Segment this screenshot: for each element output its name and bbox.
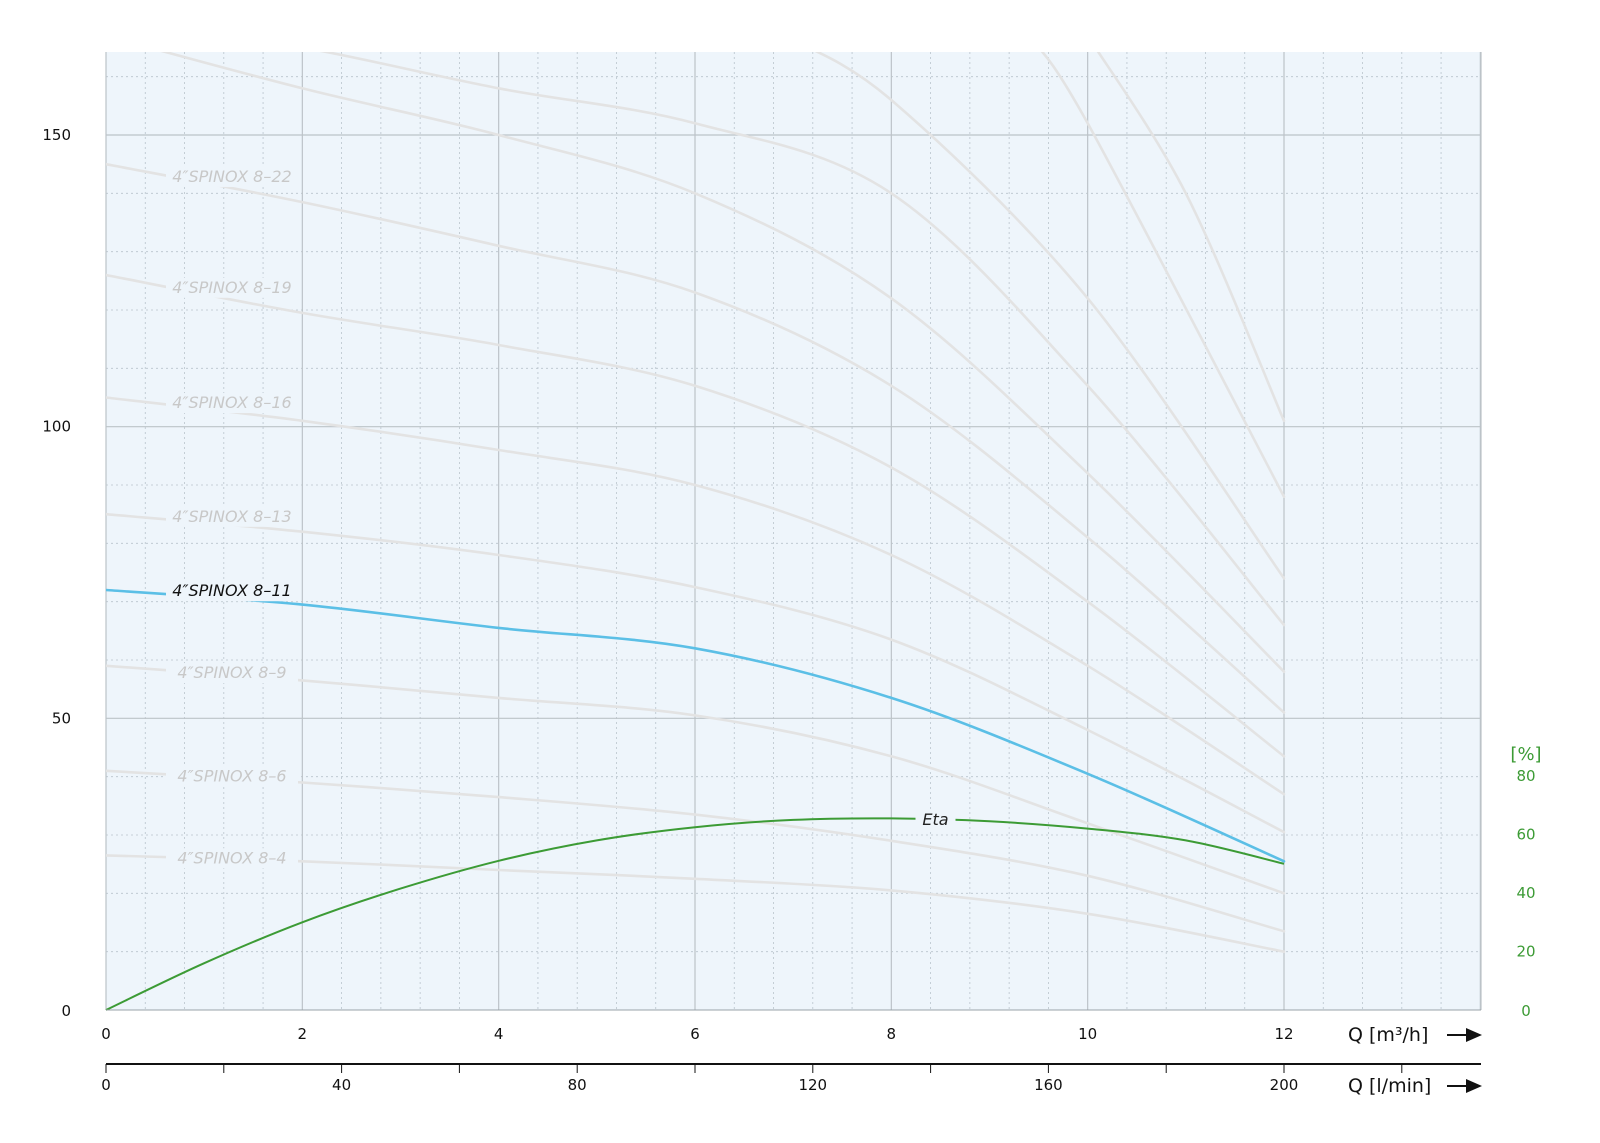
- curve-label: 4″SPINOX 8–6: [177, 767, 286, 786]
- efficiency-line: [105, 817, 1285, 1011]
- curve-label-gap: [166, 848, 298, 869]
- head-curve: [106, 664, 1286, 895]
- curve-label-gap: [166, 663, 298, 684]
- head-curve: [160, 52, 1286, 673]
- x-tick-label: 2: [298, 1025, 308, 1043]
- curve-label-gap: [166, 166, 298, 187]
- y-tick-label: 100: [42, 418, 71, 436]
- x2-tick-label: 40: [332, 1076, 351, 1094]
- head-curves: [106, 52, 1286, 953]
- x2-axis-title: Q [l/min]: [1348, 1075, 1431, 1097]
- head-curve: [106, 396, 1286, 796]
- head-curve-highlighted: [106, 588, 1286, 863]
- plot-area: [106, 52, 1481, 1010]
- efficiency-curve: Eta: [105, 808, 1285, 1011]
- head-curve: [1096, 52, 1286, 423]
- x2-axis-arrowhead-icon: [1466, 1079, 1482, 1093]
- curve-label-gap: [166, 581, 298, 602]
- y2-tick-label: 40: [1516, 884, 1535, 902]
- x-axis-title: Q [m³/h]: [1348, 1024, 1428, 1046]
- efficiency-label: Eta: [922, 810, 948, 829]
- curve-label: 4″SPINOX 8–11: [172, 581, 291, 600]
- x2-tick-label: 160: [1034, 1076, 1063, 1094]
- head-curve: [106, 273, 1286, 758]
- major-grid: [105, 52, 1482, 1010]
- y2-tick-label: 0: [1521, 1002, 1531, 1020]
- curve-label: 4″SPINOX 8–9: [177, 663, 286, 682]
- head-curve: [319, 52, 1286, 627]
- efficiency-label-gap: [915, 808, 956, 831]
- x2-tick-label: 200: [1270, 1076, 1299, 1094]
- head-curve: [106, 769, 1286, 933]
- y2-axis-unit: [%]: [1510, 744, 1541, 765]
- y-tick-label: 50: [52, 709, 71, 727]
- y-tick-label: 0: [61, 1002, 71, 1020]
- x-tick-label: 0: [101, 1025, 111, 1043]
- x2-tick-label: 80: [568, 1076, 587, 1094]
- x-tick-label: 8: [887, 1025, 897, 1043]
- x-tick-label: 4: [494, 1025, 504, 1043]
- y-tick-label: 150: [42, 126, 71, 144]
- curve-label-gap: [166, 277, 298, 298]
- y2-tick-label: 20: [1516, 943, 1535, 961]
- head-curve: [106, 512, 1286, 834]
- x2-tick-label: 0: [101, 1076, 111, 1094]
- x-tick-label: 12: [1274, 1025, 1293, 1043]
- x-axis-arrowhead-icon: [1466, 1028, 1482, 1042]
- y2-tick-label: 60: [1516, 826, 1535, 844]
- x-tick-label: 6: [690, 1025, 700, 1043]
- y2-tick-label: 80: [1516, 767, 1535, 785]
- curve-label-gap: [166, 393, 298, 414]
- curve-label: 4″SPINOX 8–4: [177, 848, 286, 867]
- minor-grid: [106, 52, 1481, 1010]
- head-curve: [1040, 52, 1286, 498]
- axes: 0 2 4 6 8 10 12 Q [m³/h]0 40 80 120 160 200 Q [l/min]…: [42, 126, 1541, 1097]
- x-tick-label: 10: [1078, 1025, 1097, 1043]
- head-curve: [106, 162, 1286, 714]
- curve-label: 4″SPINOX 8–13: [172, 507, 291, 526]
- head-curve: [106, 854, 1286, 953]
- curve-label: 4″SPINOX 8–16: [172, 393, 291, 412]
- curve-label-gap: [166, 506, 298, 527]
- curve-labels: 4″SPINOX 8–4 4″SPINOX 8–6 4″SPINOX 8–9 4″SP…: [166, 166, 298, 869]
- curve-label: 4″SPINOX 8–19: [172, 278, 291, 297]
- curve-label-gap: [166, 766, 298, 787]
- curve-label: 4″SPINOX 8–22: [172, 167, 291, 186]
- head-curve: [814, 52, 1286, 580]
- x2-tick-label: 120: [798, 1076, 827, 1094]
